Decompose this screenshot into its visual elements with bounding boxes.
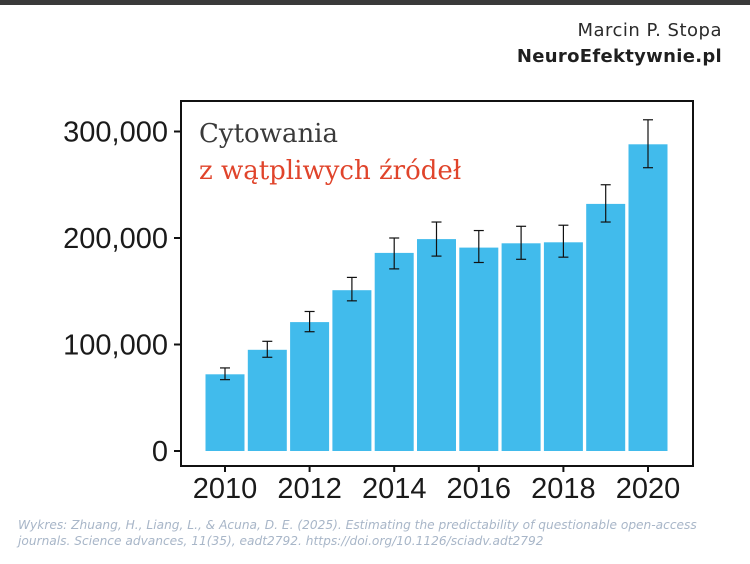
error-bar-2014	[389, 237, 400, 270]
y-tick-label: 200,000	[63, 223, 168, 255]
bar-2015	[417, 239, 456, 451]
error-bar-2020	[643, 119, 653, 169]
y-tick-label: 100,000	[63, 330, 168, 362]
error-bar-2015	[431, 221, 442, 257]
y-tick-label: 300,000	[63, 117, 168, 149]
bar-2019	[586, 203, 626, 451]
bar-2017	[501, 243, 541, 451]
bar-2012	[290, 322, 330, 451]
error-bar-2018	[558, 224, 569, 258]
x-tick-label: 2010	[193, 473, 258, 505]
bar-2011	[247, 349, 287, 451]
top-border-bar	[0, 0, 750, 5]
x-tick-label: 2018	[531, 473, 596, 505]
error-bars-layer	[220, 119, 653, 381]
bars-layer	[205, 144, 668, 452]
author-name: Marcin P. Stopa	[577, 20, 722, 41]
bar-2018	[543, 242, 583, 451]
plot-frame	[180, 100, 694, 467]
x-tick-label: 2020	[616, 473, 681, 505]
bar-2020	[628, 144, 668, 452]
bar-2010	[205, 374, 245, 451]
error-bar-2010	[220, 367, 230, 381]
x-tick-label: 2012	[277, 473, 342, 505]
bar-2016	[459, 247, 499, 451]
bar-2014	[374, 252, 414, 451]
bar-2013	[332, 290, 372, 451]
y-axis: 0 100,000 200,000 300,000	[63, 117, 181, 468]
chart-title-line1: Cytowania	[199, 119, 338, 149]
x-axis: 2010 2012 2014 2016 2018 2020	[193, 466, 681, 505]
error-bar-2017	[516, 225, 527, 260]
error-bar-2012	[304, 310, 315, 333]
error-bar-2011	[262, 340, 273, 358]
x-tick-label: 2016	[447, 473, 512, 505]
error-bar-2016	[473, 229, 484, 264]
error-bar-2019	[600, 184, 611, 223]
y-tick-label: 0	[152, 436, 168, 468]
source-citation: Wykres: Zhuang, H., Liang, L., & Acuna, …	[18, 518, 697, 548]
site-name: NeuroEfektywnie.pl	[516, 46, 722, 67]
chart-title-line2: z wątpliwych źródeł	[199, 156, 462, 186]
x-tick-label: 2014	[362, 473, 427, 505]
error-bar-2013	[346, 276, 357, 302]
